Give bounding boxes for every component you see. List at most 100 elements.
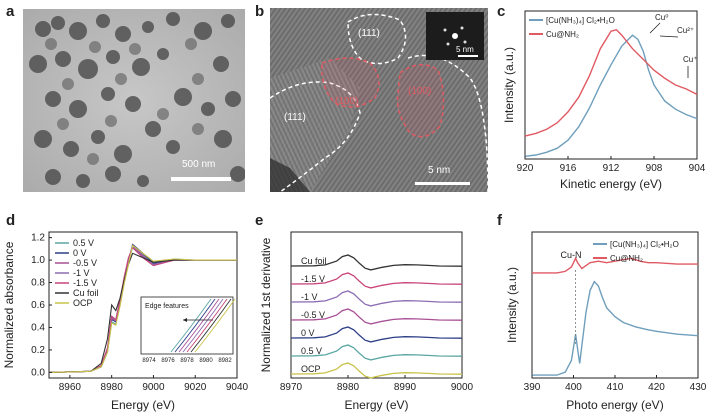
chart-f-xlabel: Photo energy (eV) — [566, 398, 663, 412]
chart-d-legend-label: -1.5 V — [73, 278, 97, 288]
chart-d-ytick-label: 0.8 — [31, 278, 45, 289]
chart-c-annotation-cu2: Cu²⁺ — [677, 26, 694, 35]
chart-e-series-3 — [290, 308, 463, 325]
chart-f-xtick-label: 400 — [565, 382, 582, 393]
chart-d-ytick-label: 0.4 — [31, 322, 45, 333]
scale-bar-label-a: 500 nm — [182, 159, 216, 170]
chart-f-series-0 — [532, 280, 699, 376]
chart-d-inset-series — [178, 298, 220, 353]
chart-d-legend-label: -0.5 V — [73, 258, 97, 268]
nanoparticle-texture — [23, 9, 245, 192]
chart-d-inset-series — [174, 298, 216, 353]
chart-c-arrow — [659, 35, 679, 38]
facet-label-4: (100) — [408, 86, 432, 97]
chart-d-xlabel: Energy (eV) — [111, 398, 175, 412]
chart-d-xtick-label: 8960 — [59, 382, 82, 393]
chart-d-ytick-label: 1.2 — [31, 233, 45, 244]
chart-e-series-6 — [290, 362, 463, 379]
chart-d-inset-xtick-label: 8978 — [180, 358, 194, 364]
chart-f-annotation-cun: Cu-N — [560, 250, 581, 260]
chart-e-series-label: OCP — [301, 364, 321, 374]
chart-d-inset-label: Edge features — [145, 303, 189, 310]
scale-bar-label-b: 5 nm — [428, 165, 451, 176]
panel-label-d: d — [6, 212, 16, 229]
chart-d-inset-series — [186, 298, 228, 353]
chart-e-series-label: -1 V — [301, 292, 318, 302]
chart-d-legend-label: Cu foil — [73, 288, 99, 298]
chart-f-series-1 — [532, 256, 698, 274]
scale-bar — [171, 177, 231, 181]
chart-e-xtick-label: 8980 — [337, 382, 360, 393]
chart-f-xtick-label: 420 — [648, 382, 665, 393]
chart-d-ytick-label: 0.2 — [31, 345, 45, 356]
chart-d-inset-series — [190, 298, 232, 353]
inset-scale-bar-label: 5 nm — [456, 45, 474, 54]
chart-d-inset-series — [194, 298, 236, 353]
chart-d-xtick-label: 9020 — [184, 382, 207, 393]
chart-e-series-label: -0.5 V — [301, 310, 325, 320]
panel-label-c: c — [497, 3, 506, 20]
chart-e-series-2 — [290, 290, 463, 307]
chart-e-series-4 — [290, 326, 463, 343]
chart-e-xtick-label: 8990 — [394, 382, 417, 393]
hrtem-image-b: (111) (111) (100) (100) 5 nm 5 nm — [270, 8, 488, 192]
chart-d-inset-xtick-label: 8974 — [142, 358, 156, 364]
facet-label-1: (111) — [358, 28, 380, 39]
chart-c-xlabel: Kinetic energy (eV) — [560, 177, 662, 191]
chart-e-series-5 — [290, 344, 463, 361]
chart-c-xtick-label: 904 — [689, 163, 706, 174]
chart-d-inset-series — [170, 298, 212, 353]
panel-label-e: e — [255, 212, 264, 229]
panel-label-f: f — [497, 212, 502, 229]
scale-bar — [415, 182, 470, 185]
chart-c-annotation-cu0: Cu⁰ — [655, 13, 668, 22]
chart-d-series-6 — [48, 244, 237, 373]
chart-d-ytick-label: 1.0 — [31, 255, 45, 266]
chart-c-series-1 — [524, 29, 698, 137]
chart-e-series-0 — [290, 254, 463, 271]
chart-d-xtick-label: 9040 — [226, 382, 249, 393]
facet-label-3: (100) — [335, 96, 359, 107]
chart-d-inset-xtick-label: 8980 — [199, 358, 213, 364]
chart-c-xtick-label: 908 — [646, 163, 663, 174]
facet-label-2: (111) — [284, 112, 306, 123]
chart-d-ylabel: Normalized absorbance — [2, 241, 16, 368]
chart-f-ylabel: Intensity (a.u.) — [505, 267, 519, 343]
chart-e-xtick-label: 8970 — [280, 382, 303, 393]
chart-c-xtick-label: 920 — [517, 163, 534, 174]
chart-e-ylabel: Normalized 1st derivative — [259, 237, 273, 372]
chart-d-legend-label: -1 V — [73, 268, 90, 278]
chart-d-inset-arrowhead — [183, 318, 187, 322]
chart-c-ylabel: Intensity (a.u.) — [502, 47, 516, 123]
chart-d-legend-label: 0.5 V — [73, 238, 94, 248]
chart-c-series-0 — [524, 34, 698, 157]
panel-label-a: a — [6, 3, 15, 20]
chart-c-legend-label: Cu@NH₂ — [546, 30, 579, 39]
tem-image-a: 500 nm — [23, 9, 245, 192]
chart-e-series-label: 0 V — [301, 328, 315, 338]
chart-c-legend-label: [Cu(NH₃)₄] Cl₂•H₂O — [546, 16, 615, 25]
chart-f-legend-label: Cu@NH₂ — [610, 254, 643, 263]
chart-d-legend-label: OCP — [73, 298, 93, 308]
chart-d-ytick-label: 0.6 — [31, 300, 45, 311]
chart-c-annotation-cu1: Cu⁺ — [683, 55, 697, 64]
chart-d-inset-xtick-label: 8976 — [161, 358, 175, 364]
chart-f-xtick-label: 410 — [607, 382, 624, 393]
chart-f-legend-label: [Cu(NH₃)₄] Cl₂•H₂O — [610, 240, 679, 249]
chart-e-series-label: Cu foil — [301, 256, 327, 266]
chart-e-series-label: -1.5 V — [301, 274, 325, 284]
lattice-texture — [270, 8, 488, 192]
chart-c-arrow — [649, 22, 661, 34]
panel-label-b: b — [255, 3, 265, 20]
chart-e-series-1 — [290, 272, 463, 289]
chart-e-series-label: 0.5 V — [301, 346, 322, 356]
chart-d-legend-label: 0 V — [73, 248, 87, 258]
chart-d-inset-series — [182, 298, 224, 353]
chart-d-xtick-label: 9000 — [142, 382, 165, 393]
chart-d-ytick-label: 0.0 — [31, 367, 45, 378]
chart-d-xtick-label: 8980 — [101, 382, 124, 393]
chart-e-xtick-label: 9000 — [451, 382, 474, 393]
chart-e-frame — [290, 231, 463, 379]
chart-c-xtick-label: 916 — [560, 163, 577, 174]
